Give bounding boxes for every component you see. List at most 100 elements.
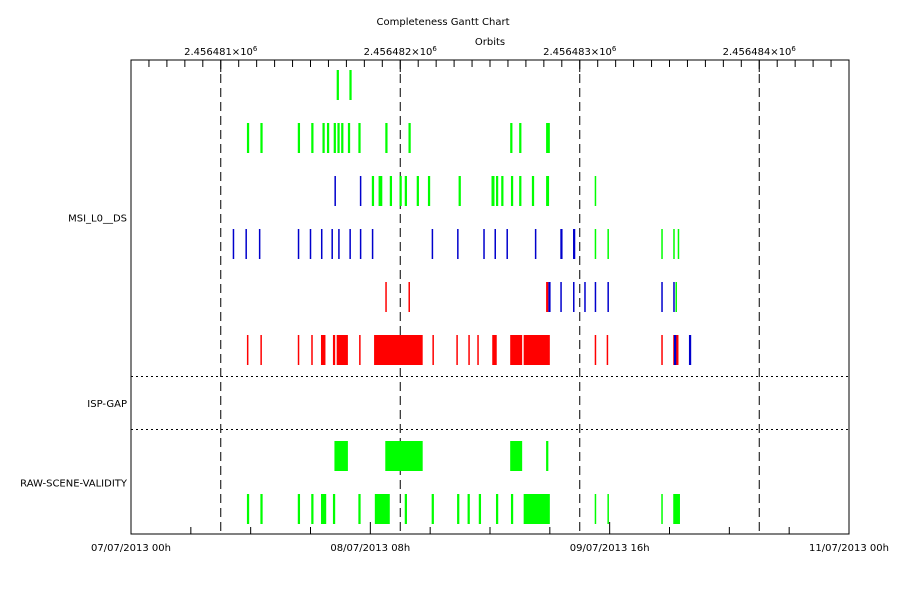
gantt-segment-row-9: [457, 494, 460, 524]
gantt-segment-row-2: [297, 123, 301, 153]
gantt-segment-row-3: [495, 176, 499, 206]
gantt-segment-row-3: [378, 176, 383, 206]
gantt-segment-row-2: [326, 123, 330, 153]
gantt-segment-row-9: [260, 494, 263, 524]
gantt-segment-row-9: [467, 494, 470, 524]
group-label: ISP-GAP: [87, 399, 127, 410]
gantt-segment-row-4: [309, 229, 312, 259]
gantt-segment-row-8: [510, 441, 523, 471]
gantt-segment-row-9: [607, 494, 609, 524]
gantt-segment-row-9: [431, 494, 434, 524]
top-tick-mantissa: 2.456484×10: [723, 47, 792, 58]
gantt-segment-row-8: [385, 441, 423, 471]
gantt-segment-row-5: [673, 282, 675, 312]
gantt-segment-row-3: [389, 176, 393, 206]
gantt-segment-row-9: [358, 494, 361, 524]
gantt-segment-row-4: [494, 229, 496, 259]
gantt-segment-row-4: [371, 229, 374, 259]
gantt-segment-row-2: [246, 123, 250, 153]
gantt-segment-row-8: [546, 441, 549, 471]
gantt-segment-row-2: [546, 123, 550, 153]
gantt-segment-row-2: [260, 123, 263, 153]
gantt-segment-row-4: [349, 229, 351, 259]
gantt-segment-row-6: [320, 335, 326, 365]
gantt-segment-row-3: [531, 176, 535, 206]
gantt-segment-row-3: [501, 176, 504, 206]
gantt-segment-row-6: [359, 335, 361, 365]
gantt-segment-row-5: [573, 282, 575, 312]
plot-frame: [130, 59, 850, 535]
gantt-segment-row-2: [333, 123, 336, 153]
gantt-segment-row-2: [408, 123, 411, 153]
gantt-segment-row-4: [560, 229, 563, 259]
top-tick-labels: 2.456481×106 2.456482×106 2.456483×106 2.45…: [184, 45, 796, 58]
gantt-segment-row-4: [673, 229, 675, 259]
top-axis-label: Orbits: [475, 37, 505, 48]
gantt-segment-row-6: [606, 335, 609, 365]
gantt-segment-row-5: [408, 282, 410, 312]
gantt-segment-row-4: [320, 229, 323, 259]
gantt-segment-row-2: [311, 123, 314, 153]
gantt-segment-row-4: [258, 229, 261, 259]
gantt-segment-row-6: [688, 335, 692, 365]
gantt-segment-row-2: [519, 123, 522, 153]
gantt-segment-row-6: [246, 335, 249, 365]
gantt-segment-row-6: [510, 335, 523, 365]
gantt-segment-row-4: [297, 229, 300, 259]
gantt-segment-row-6: [492, 335, 497, 365]
gantt-segment-row-2: [385, 123, 388, 153]
gantt-segment-row-3: [519, 176, 522, 206]
gantt-segment-row-3: [399, 176, 402, 206]
gantt-segment-row-6: [260, 335, 262, 365]
group-label: RAW-SCENE-VALIDITY: [20, 479, 128, 490]
gantt-segment-row-6: [523, 335, 550, 365]
top-tick-exponent: 6: [253, 45, 258, 53]
top-tick-exponent: 6: [791, 45, 796, 53]
gantt-segment-row-4: [431, 229, 434, 259]
gantt-segment-row-9: [673, 494, 680, 524]
gantt-segment-row-6: [432, 335, 434, 365]
gantt-segment-row-5: [385, 282, 387, 312]
gantt-segment-row-3: [416, 176, 419, 206]
gantt-segment-row-5: [546, 282, 549, 312]
top-tick-label: 2.456482×106: [364, 45, 438, 58]
gantt-segment-row-6: [374, 335, 423, 365]
gantt-segment-row-9: [374, 494, 390, 524]
gantt-segment-row-9: [510, 494, 514, 524]
gantt-segment-row-6: [297, 335, 300, 365]
gantt-segment-row-9: [297, 494, 301, 524]
top-tick-label: 2.456483×106: [543, 45, 617, 58]
gantt-segment-row-3: [427, 176, 431, 206]
bottom-tick-label: 08/07/2013 08h: [330, 543, 410, 554]
bottom-tick-label: 07/07/2013 00h: [91, 543, 171, 554]
gantt-segment-row-9: [404, 494, 407, 524]
gantt-segment-row-6: [336, 335, 348, 365]
gantt-segment-row-5: [548, 282, 551, 312]
gantt-segment-row-4: [232, 229, 235, 259]
gantt-segment-row-9: [523, 494, 550, 524]
gantt-segment-row-5: [607, 282, 609, 312]
gantt-segment-row-9: [320, 494, 327, 524]
gantt-segment-row-6: [673, 335, 677, 365]
top-tick-mantissa: 2.456481×10: [184, 47, 253, 58]
gantt-segment-row-2: [510, 123, 513, 153]
gantt-segment-row-9: [478, 494, 482, 524]
gantt-segment-row-3: [371, 176, 375, 206]
gantt-segment-row-9: [495, 494, 499, 524]
gantt-segment-row-4: [594, 229, 597, 259]
chart-title: Completeness Gantt Chart: [377, 17, 510, 28]
gantt-segment-row-3: [359, 176, 362, 206]
gantt-segment-row-6: [661, 335, 663, 365]
top-tick-mantissa: 2.456482×10: [364, 47, 433, 58]
gantt-segment-row-2: [341, 123, 344, 153]
gantt-segment-row-2: [358, 123, 361, 153]
gantt-segment-row-4: [573, 229, 576, 259]
gantt-segment-row-4: [534, 229, 537, 259]
gantt-segment-row-2: [322, 123, 325, 153]
gantt-segment-row-1: [349, 70, 352, 100]
top-tick-label: 2.456481×106: [184, 45, 258, 58]
group-labels: MSI_L0__DS ISP-GAP RAW-SCENE-VALIDITY: [20, 214, 128, 490]
gantt-segment-row-1: [336, 70, 339, 100]
gantt-segment-row-6: [311, 335, 313, 365]
